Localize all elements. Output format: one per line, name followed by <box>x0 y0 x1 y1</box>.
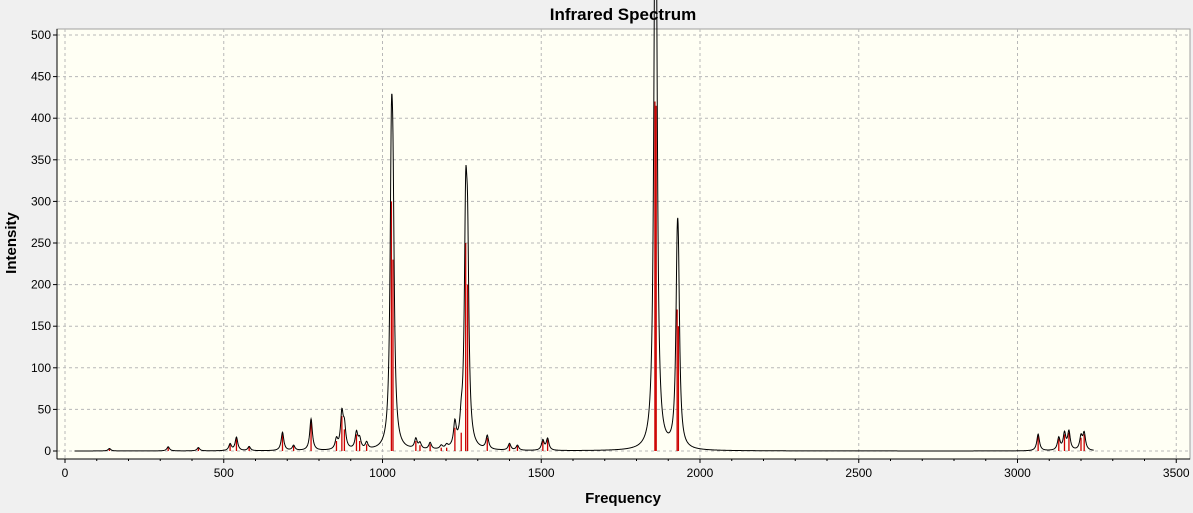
y-tick-label: 150 <box>31 319 51 333</box>
stick-layer <box>108 101 1085 451</box>
y-tick-label: 250 <box>31 236 51 250</box>
x-tick-label: 3500 <box>1163 466 1190 480</box>
y-tick-label: 0 <box>44 444 51 458</box>
x-axis-label: Frequency <box>585 490 662 507</box>
y-tick-label: 50 <box>38 402 52 416</box>
x-tick-label: 1000 <box>369 466 396 480</box>
y-tick-label: 400 <box>31 111 51 125</box>
x-tick-label: 2500 <box>845 466 872 480</box>
x-tick-label: 0 <box>62 466 69 480</box>
x-tick-label: 1500 <box>528 466 555 480</box>
grid-layer <box>57 29 1190 459</box>
x-tick-label: 2000 <box>687 466 714 480</box>
y-tick-label: 350 <box>31 153 51 167</box>
y-tick-label: 200 <box>31 278 51 292</box>
y-axis-label: Intensity <box>3 212 20 274</box>
spectrum-line <box>74 0 1094 452</box>
axis-layer: 0 50 100 150 200 250 300 350 400 450 500 0 500 1000 15… <box>31 28 1190 480</box>
plot-area <box>56 28 1191 460</box>
chart-title: Infrared Spectrum <box>550 5 696 24</box>
x-tick-label: 3000 <box>1004 466 1031 480</box>
y-tick-label: 450 <box>31 70 51 84</box>
y-tick-label: 100 <box>31 361 51 375</box>
x-tick-label: 500 <box>214 466 234 480</box>
y-tick-label: 500 <box>31 28 51 42</box>
y-tick-label: 300 <box>31 194 51 208</box>
